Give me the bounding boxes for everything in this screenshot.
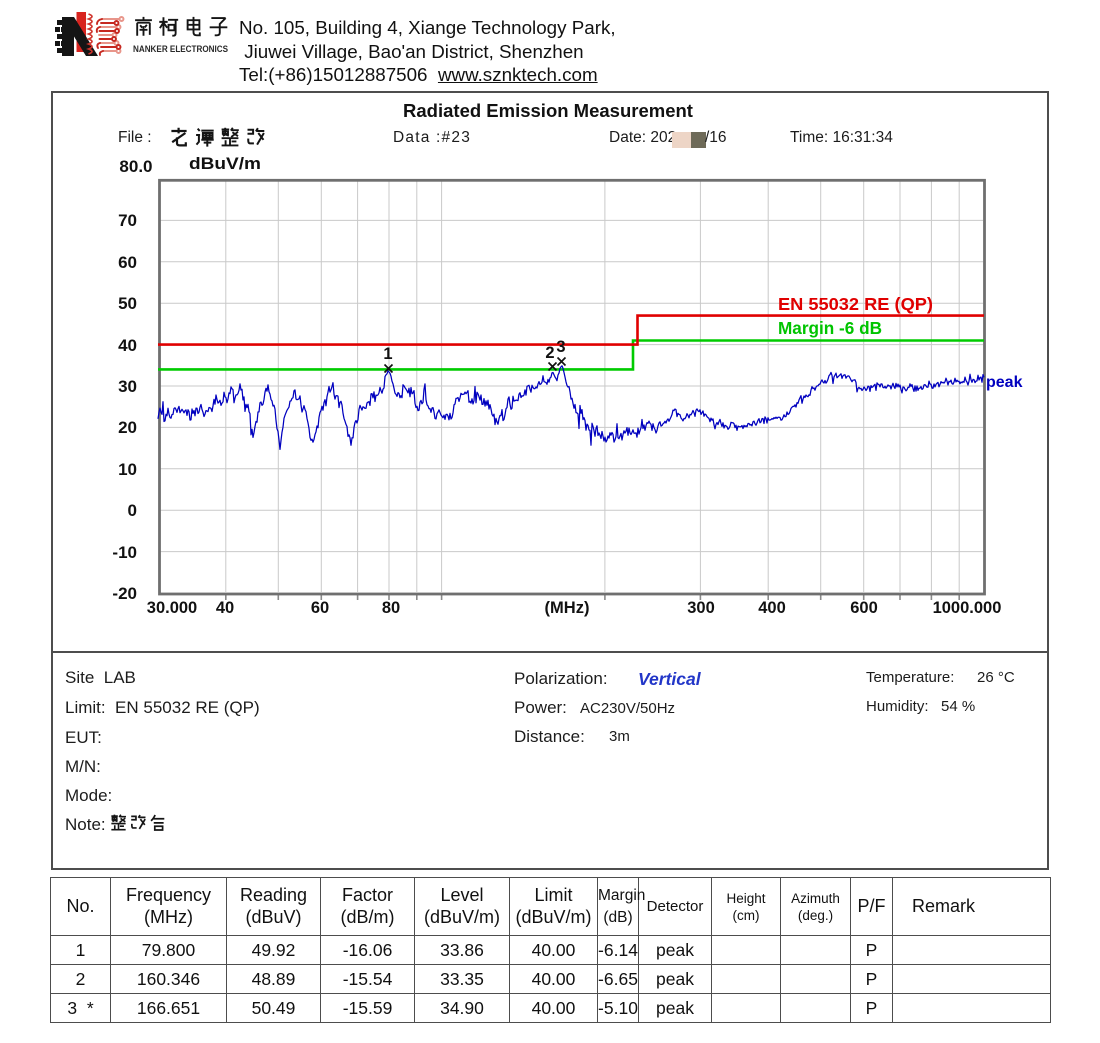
svg-text:40: 40 <box>216 599 234 617</box>
svg-text:1: 1 <box>383 345 392 363</box>
svg-text:300: 300 <box>687 599 715 617</box>
svg-text:60: 60 <box>311 599 329 617</box>
svg-text:2: 2 <box>545 344 554 362</box>
svg-text:30: 30 <box>118 377 137 396</box>
svg-text:80: 80 <box>382 599 400 617</box>
svg-text:peak: peak <box>986 374 1023 391</box>
svg-text:-10: -10 <box>112 543 137 562</box>
svg-text:3: 3 <box>556 338 565 356</box>
svg-text:70: 70 <box>118 211 137 230</box>
svg-text:50: 50 <box>118 294 137 313</box>
svg-text:1000.000: 1000.000 <box>933 599 1002 617</box>
svg-text:(MHz): (MHz) <box>545 599 590 617</box>
svg-text:Margin -6 dB: Margin -6 dB <box>778 318 882 338</box>
svg-text:60: 60 <box>118 253 137 272</box>
svg-text:10: 10 <box>118 460 137 479</box>
svg-text:600: 600 <box>850 599 878 617</box>
svg-text:0: 0 <box>128 501 137 520</box>
svg-text:400: 400 <box>758 599 786 617</box>
svg-text:EN 55032 RE (QP): EN 55032 RE (QP) <box>778 294 933 314</box>
svg-text:40: 40 <box>118 336 137 355</box>
svg-text:NANKER ELECTRONICS: NANKER ELECTRONICS <box>133 44 228 54</box>
svg-text:-20: -20 <box>112 584 137 603</box>
svg-text:80.0: 80.0 <box>119 157 152 176</box>
svg-text:30.000: 30.000 <box>147 599 197 617</box>
svg-text:20: 20 <box>118 418 137 437</box>
svg-text:dBuV/m: dBuV/m <box>189 154 261 173</box>
